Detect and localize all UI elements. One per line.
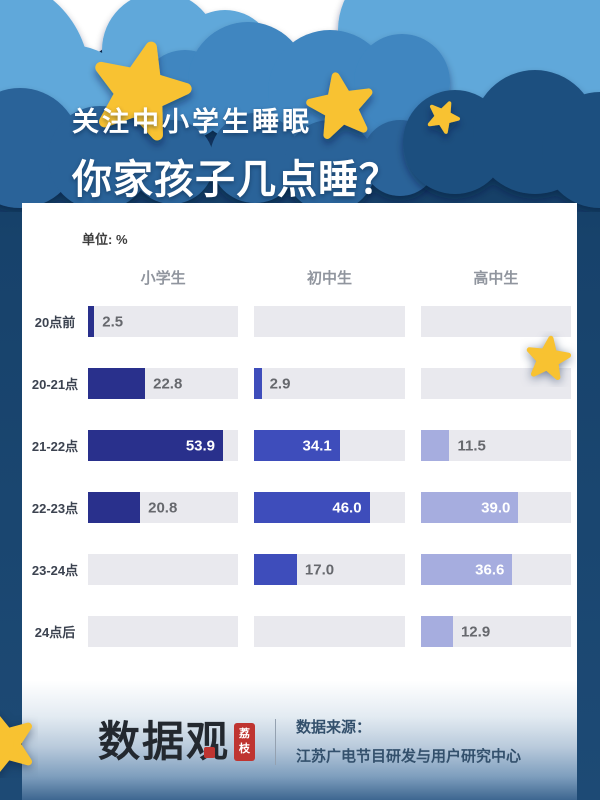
bar (88, 430, 224, 461)
footer-divider (275, 719, 277, 766)
bar-value: 36.6 (475, 561, 505, 578)
bar-track: 34.1 (254, 430, 405, 461)
bar-value: 22.8 (153, 375, 183, 392)
row-label: 20-21点 (31, 377, 79, 392)
bar (420, 430, 450, 461)
bar (88, 306, 95, 337)
column-header: 初中生 (306, 269, 352, 287)
bar-value: 46.0 (332, 499, 362, 516)
row-label: 24点后 (34, 625, 76, 640)
star-icon (427, 101, 460, 134)
bar-track (88, 554, 239, 585)
bar-track: 53.9 (88, 430, 239, 461)
lizhi-seal-badge: 荔枝 (234, 723, 256, 762)
star-icon (526, 335, 572, 380)
star-icon (0, 711, 33, 777)
star-icon (95, 41, 192, 141)
bar-track (420, 368, 571, 399)
bar-value: 2.9 (269, 375, 291, 392)
footer: 数据观 荔枝 数据来源： 江苏广电节目研发与用户研究中心 (98, 713, 521, 772)
bar-track: 2.5 (88, 306, 239, 337)
bar-track: 36.6 (420, 554, 571, 585)
bar-value: 11.5 (457, 437, 486, 454)
bar-track: 12.9 (420, 616, 571, 647)
bar (254, 368, 262, 399)
unit-label: 单位: % (82, 232, 128, 247)
bar (88, 368, 146, 399)
page-title-main: 你家孩子几点睡？ (72, 158, 400, 202)
chart-row: 24点后 12.9 (30, 616, 571, 647)
row-label: 20点前 (34, 315, 76, 330)
logo-red-chart-icon (204, 747, 216, 759)
bar (254, 430, 340, 461)
bar-value: 17.0 (304, 561, 335, 578)
row-label: 21-22点 (31, 439, 79, 454)
bar-value: 12.9 (460, 623, 491, 640)
page-title: 关注中小学生睡眠 你家孩子几点睡？ (72, 100, 400, 205)
bar-value: 34.1 (302, 437, 332, 454)
row-label: 22-23点 (31, 501, 79, 516)
chart-row: 20-21点 22.8 2.9 (30, 368, 571, 399)
data-source: 数据来源： 江苏广电节目研发与用户研究中心 (296, 713, 521, 772)
bar (420, 492, 519, 523)
bar (420, 616, 453, 647)
bar-track: 2.9 (254, 368, 405, 399)
source-label: 数据来源： (296, 719, 372, 736)
bar-track: 20.8 (88, 492, 239, 523)
bar-track: 17.0 (254, 554, 405, 585)
chart-row: 20点前 2.5 (30, 306, 571, 337)
page-title-subtitle: 关注中小学生睡眠 (72, 107, 312, 137)
bar (254, 554, 297, 585)
bar-track (88, 616, 239, 647)
star-icon (306, 72, 373, 139)
bar-track: 46.0 (254, 492, 405, 523)
cloud-darkest (403, 70, 600, 208)
chart-row: 22-23点 20.8 46.0 39.0 (30, 492, 571, 523)
chart-row: 21-22点 53.9 34.1 11.5 (30, 430, 571, 461)
bar (88, 492, 141, 523)
chart-rows: 20点前 2.5 20-21点 22.8 2.9 21-22点 53.9 34.1 11.5 22… (30, 306, 571, 647)
bar-track: 39.0 (420, 492, 571, 523)
star-card-edge (520, 331, 576, 387)
cloud-deep (0, 88, 438, 212)
column-headers: 小学生 初中生 高中生 (88, 267, 571, 288)
source-name: 江苏广电节目研发与用户研究中心 (296, 748, 522, 766)
star-bottom-left (0, 710, 38, 778)
dataview-logo: 数据观 (98, 721, 230, 763)
column-header: 高中生 (473, 269, 519, 287)
bar-track (420, 306, 571, 337)
bar-track (254, 306, 405, 337)
bar-value: 20.8 (148, 499, 178, 516)
bar-track (254, 616, 405, 647)
column-header: 小学生 (140, 269, 186, 287)
logo-text: 数据观 (98, 718, 231, 766)
clouds-illustration (0, 0, 600, 212)
bar (420, 554, 513, 585)
row-label: 23-24点 (31, 563, 79, 578)
bar-track: 22.8 (88, 368, 239, 399)
bar-value: 53.9 (185, 437, 216, 454)
bar-value: 39.0 (481, 499, 511, 516)
bar-value: 2.5 (102, 313, 124, 330)
hero-clouds-graphic (0, 0, 600, 212)
bar-track: 11.5 (420, 430, 571, 461)
chart-row: 23-24点 17.0 36.6 (30, 554, 571, 585)
bar (254, 492, 370, 523)
